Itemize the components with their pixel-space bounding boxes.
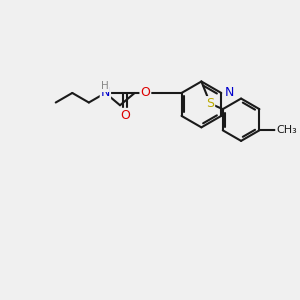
Text: N: N bbox=[225, 86, 234, 100]
Text: H: H bbox=[101, 81, 109, 91]
Text: O: O bbox=[140, 86, 150, 100]
Text: CH₃: CH₃ bbox=[276, 125, 297, 135]
Text: O: O bbox=[120, 109, 130, 122]
Text: N: N bbox=[101, 86, 110, 100]
Text: S: S bbox=[206, 97, 214, 110]
